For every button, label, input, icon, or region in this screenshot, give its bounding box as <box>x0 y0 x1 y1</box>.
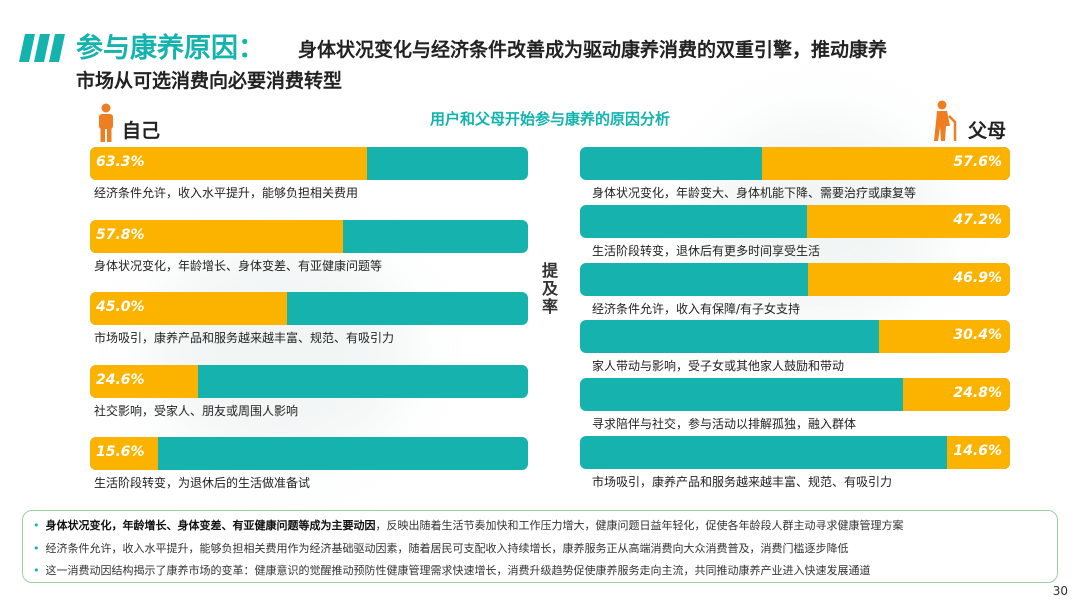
bar-value-label: 45.0% <box>96 299 145 315</box>
bar-row: 30.4% 家人带动与影响，受子女或其他家人鼓励和带动 <box>580 320 1010 376</box>
bar-category-label: 社交影响，受家人、朋友或周围人影响 <box>94 403 299 418</box>
elderly-person-icon <box>934 100 957 141</box>
bar <box>903 378 1010 412</box>
bar-track: 57.6% <box>580 147 1010 180</box>
axis-label: 提及率 <box>541 261 558 316</box>
header-stripes-icon <box>18 34 66 62</box>
bar-row: 47.2% 生活阶段转变，退休后有更多时间享受生活 <box>580 204 1010 261</box>
bar-row: 24.8% 寻求陪伴与社交，参与活动以排解孤独，融入群体 <box>580 378 1010 434</box>
bar-row: 45.0% 市场吸引，康养产品和服务越来越丰富、规范、有吸引力 <box>90 292 528 363</box>
bar-value-label: 14.6% <box>953 443 1002 459</box>
bar-track: 46.9% <box>580 262 1010 296</box>
bar-value-label: 46.9% <box>953 269 1002 286</box>
note-item: • 这一消费动因结构揭示了康养市场的变革：健康意识的觉醒推动预防性健康管理需求快速… <box>33 564 871 577</box>
bar-category-label: 经济条件允许，收入有保障/有子女支持 <box>592 301 801 316</box>
page-number: 30 <box>1052 584 1068 598</box>
bar-category-label: 生活阶段转变，为退休后的生活做准备试 <box>94 476 311 490</box>
bar-value-label: 24.8% <box>953 385 1002 402</box>
background-decoration <box>150 240 410 460</box>
bar-category-label: 市场吸引，康养产品和服务越来越丰富、规范、有吸引力 <box>592 475 893 489</box>
bar-track: 47.2% <box>580 204 1010 238</box>
bar-category-label: 经济条件允许，收入水平提升，能够负担相关费用 <box>94 186 359 200</box>
bar <box>762 147 1010 180</box>
bar-category-label: 身体状况变化，年龄增长、身体变差、有亚健康问题等 <box>94 258 383 273</box>
note-item: • 身体状况变化，年龄增长、身体变差、有亚健康问题等成为主要动因，反映出随着生活节… <box>33 519 904 532</box>
bar-value-label: 47.2% <box>953 211 1002 228</box>
bar-category-label: 市场吸引，康养产品和服务越来越丰富、规范、有吸引力 <box>94 331 395 345</box>
bar-row: 24.6% 社交影响，受家人、朋友或周围人影响 <box>90 364 528 436</box>
bar-value-label: 15.6% <box>96 444 145 460</box>
bar-track: 24.8% <box>580 378 1010 412</box>
page-title: 参与康养原因： <box>76 33 265 64</box>
person-icon <box>99 103 113 142</box>
bar <box>90 437 159 470</box>
bar <box>90 364 198 398</box>
bar-track: 15.6% <box>90 437 528 470</box>
bar <box>808 262 1010 296</box>
bar-value-label: 30.4% <box>953 327 1002 344</box>
page-subtitle-line2: 市场从可选消费向必要消费转型 <box>76 70 343 92</box>
bar-track: 63.3% <box>90 147 528 180</box>
bar-track: 57.8% <box>90 219 528 253</box>
chart-title: 用户和父母开始参与康养的原因分析 <box>429 110 670 128</box>
note-item: • 经济条件允许，收入水平提升，能够负担相关费用作为经济基础驱动因素，随着居民可支… <box>33 542 849 555</box>
bar <box>947 436 1010 469</box>
bar-category-label: 寻求陪伴与社交，参与活动以排解孤独，融入群体 <box>592 417 857 432</box>
page-subtitle-line1: 身体状况变化与经济条件改善成为驱动康养消费的双重引擎，推动康养 <box>298 39 888 61</box>
bar <box>807 204 1010 238</box>
bar <box>90 147 368 180</box>
bar-track: 45.0% <box>90 292 528 325</box>
bar-track: 24.6% <box>90 364 528 398</box>
bar <box>90 292 288 325</box>
bar-row: 15.6% 生活阶段转变，为退休后的生活做准备试 <box>90 437 528 508</box>
bar-track: 30.4% <box>580 320 1010 354</box>
bar-row: 57.6% 身体状况变化，年龄变大、身体机能下降、需要治疗或康复等 <box>580 147 1010 203</box>
bar-category-label: 生活阶段转变，退休后有更多时间享受生活 <box>592 243 821 258</box>
bar-row: 46.9% 经济条件允许，收入有保障/有子女支持 <box>580 262 1010 319</box>
bar-row: 57.8% 身体状况变化，年龄增长、身体变差、有亚健康问题等 <box>90 219 528 291</box>
bar-value-label: 57.8% <box>96 226 145 243</box>
bar-row: 63.3% 经济条件允许，收入水平提升，能够负担相关费用 <box>90 147 528 218</box>
bar <box>879 320 1010 354</box>
left-person-label: 自己 <box>122 120 161 142</box>
bar-row: 14.6% 市场吸引，康养产品和服务越来越丰富、规范、有吸引力 <box>580 436 1010 492</box>
bar-category-label: 身体状况变化，年龄变大、身体机能下降、需要治疗或康复等 <box>592 186 917 200</box>
bar <box>90 219 344 253</box>
bar-value-label: 57.6% <box>953 154 1002 170</box>
bar-category-label: 家人带动与影响，受子女或其他家人鼓励和带动 <box>592 359 845 374</box>
bar-track: 14.6% <box>580 436 1010 469</box>
right-person-label: 父母 <box>968 120 1007 142</box>
bar-value-label: 63.3% <box>96 154 145 170</box>
bar-value-label: 24.6% <box>96 371 145 388</box>
summary-notes-box: • 身体状况变化，年龄增长、身体变差、有亚健康问题等成为主要动因，反映出随着生活节… <box>22 510 1058 583</box>
